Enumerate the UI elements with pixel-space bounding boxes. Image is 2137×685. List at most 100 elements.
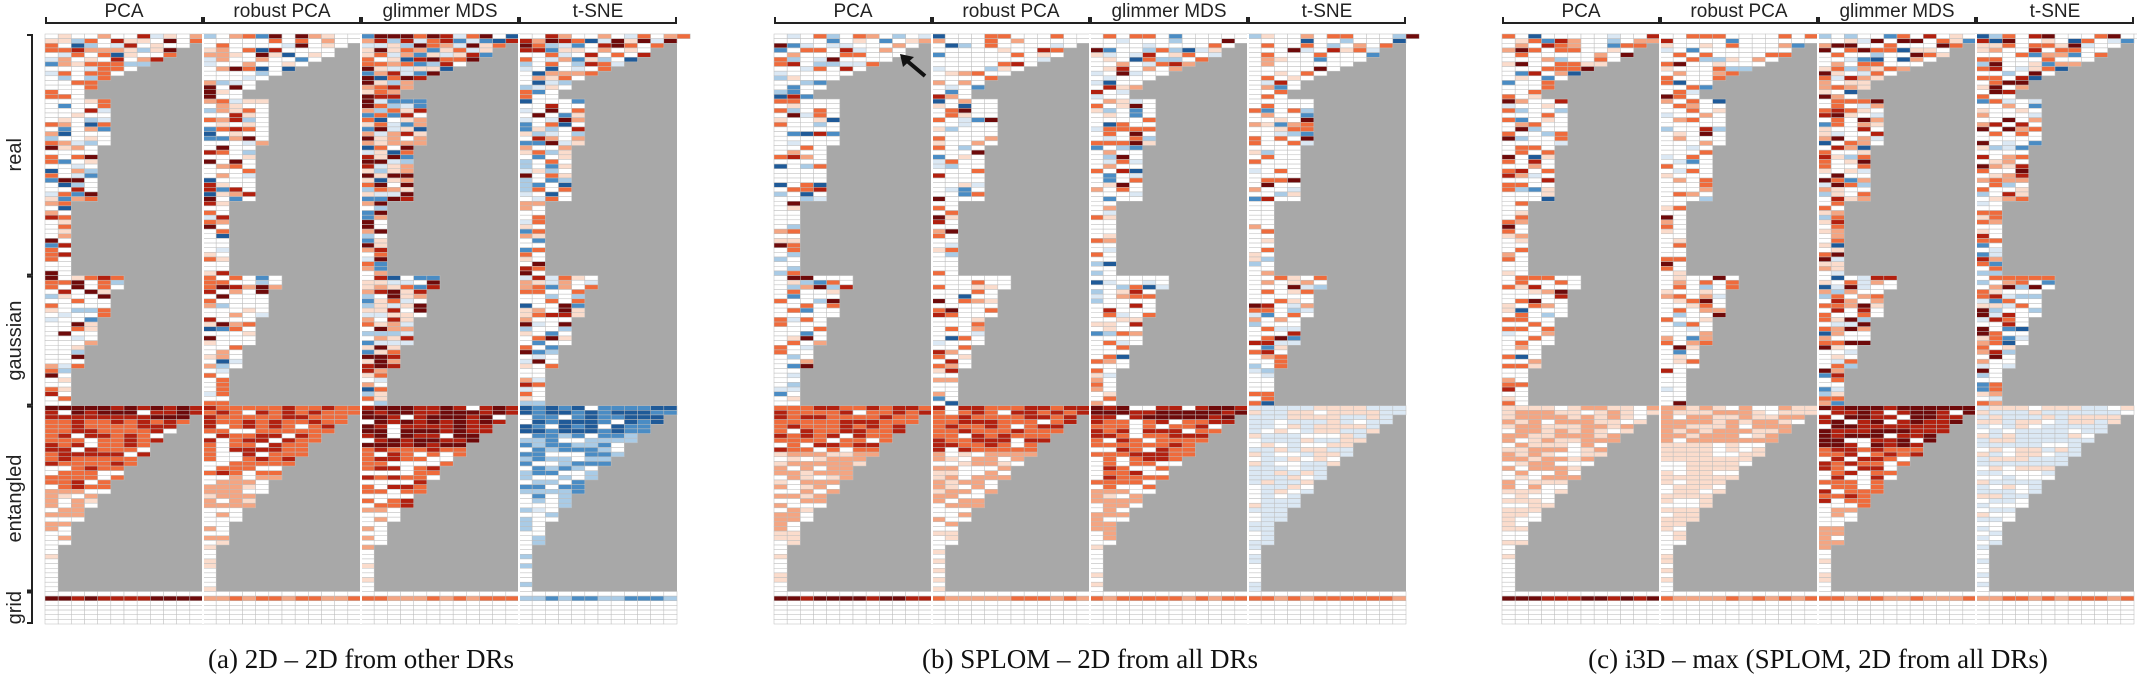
heatmap-cell: [360, 275, 375, 281]
heatmap-cell: [1116, 94, 1130, 100]
heatmap-cell: [773, 228, 788, 235]
heatmap-cell: [1274, 484, 1288, 490]
heatmap-cell: [531, 56, 546, 63]
heatmap-cell: [1274, 126, 1288, 132]
heatmap-cell: [413, 52, 428, 58]
heatmap-cell: [1102, 479, 1117, 485]
heatmap-cell: [1366, 423, 1380, 430]
heatmap-cell: [1089, 619, 1104, 625]
heatmap-cell: [958, 516, 972, 523]
heatmap-cell: [558, 284, 572, 290]
heatmap-cell: [773, 149, 788, 156]
heatmap-cell: [773, 317, 788, 323]
heatmap-cell: [202, 75, 217, 81]
heatmap-cell: [1287, 103, 1301, 109]
heatmap-cell: [931, 38, 946, 44]
heatmap-cell: [57, 303, 72, 309]
heatmap-cell: [839, 461, 854, 467]
heatmap-cell: [202, 447, 217, 453]
heatmap-cell: [531, 595, 546, 602]
heatmap-cell: [387, 38, 401, 44]
heatmap-cell: [360, 563, 375, 569]
heatmap-cell: [1353, 419, 1367, 425]
heatmap-cell: [786, 43, 801, 49]
heatmap-cell: [1300, 423, 1315, 430]
heatmap-cell: [518, 303, 533, 309]
heatmap-cell: [1155, 43, 1170, 49]
heatmap-cell: [1089, 154, 1104, 160]
heatmap-cell: [1116, 493, 1130, 499]
heatmap-cell: [518, 163, 533, 169]
heatmap-cell: [865, 437, 880, 444]
heatmap-cell: [57, 433, 72, 439]
heatmap-cell: [110, 279, 125, 286]
heatmap-cell: [44, 461, 59, 467]
heatmap-cell: [931, 293, 946, 300]
heatmap-cell: [1010, 423, 1025, 430]
heatmap-cell: [360, 396, 375, 402]
heatmap-cell: [163, 595, 177, 602]
heatmap-cell: [944, 502, 959, 509]
heatmap-cell: [1260, 447, 1275, 453]
heatmap-cell: [518, 326, 533, 332]
heatmap-cell: [373, 289, 388, 295]
heatmap-cell: [308, 405, 322, 411]
heatmap-cell: [1313, 419, 1328, 425]
heatmap-cell: [1142, 70, 1157, 77]
heatmap-cell: [268, 423, 283, 430]
heatmap-cell: [773, 549, 788, 555]
heatmap-cell: [518, 605, 533, 611]
heatmap-cell: [773, 479, 788, 485]
heatmap-cell: [944, 168, 959, 174]
heatmap-cell: [879, 609, 893, 615]
heatmap-cell: [1326, 419, 1341, 425]
heatmap-cell: [202, 526, 217, 532]
heatmap-cell: [1326, 437, 1341, 444]
heatmap-cell: [637, 414, 651, 420]
heatmap-cell: [1102, 177, 1117, 183]
heatmap-cell: [373, 154, 388, 160]
heatmap-cell: [637, 605, 651, 611]
heatmap-cell: [1010, 52, 1025, 58]
heatmap-cell: [1023, 605, 1038, 611]
heatmap-cell: [202, 122, 217, 128]
heatmap-cell: [215, 461, 230, 467]
heatmap-cell: [971, 609, 985, 615]
heatmap-cell: [202, 293, 217, 300]
heatmap-cell: [97, 475, 112, 481]
heatmap-cell: [944, 173, 959, 179]
heatmap-cell: [944, 214, 959, 221]
heatmap-cell: [84, 66, 98, 72]
heatmap-cell: [971, 182, 985, 188]
heatmap-cell: [1300, 451, 1315, 458]
heatmap-cell: [1326, 447, 1341, 453]
heatmap-cell: [786, 410, 801, 416]
heatmap-cell: [242, 149, 256, 156]
heatmap-cell: [176, 595, 191, 602]
heatmap-cell: [400, 84, 414, 90]
heatmap-cell: [1287, 191, 1301, 197]
heatmap-cell: [958, 614, 972, 620]
heatmap-cell: [1142, 289, 1157, 295]
heatmap-cell: [518, 516, 533, 523]
heatmap-cell: [773, 442, 788, 448]
heatmap-cell: [492, 410, 507, 416]
heatmap-cell: [413, 303, 428, 309]
heatmap-cell: [1274, 173, 1288, 179]
heatmap-cell: [1037, 614, 1051, 620]
heatmap-cell: [1247, 600, 1262, 606]
heatmap-cell: [786, 609, 801, 615]
heatmap-cell: [518, 126, 533, 132]
heatmap-cell: [1313, 461, 1328, 467]
heatmap-cell: [57, 456, 72, 462]
heatmap-cell: [202, 544, 217, 550]
heatmap-cell: [360, 595, 375, 602]
heatmap-cell: [839, 414, 854, 420]
heatmap-cell: [229, 605, 243, 611]
heatmap-cell: [1129, 196, 1143, 202]
heatmap-cell: [944, 233, 959, 239]
heatmap-cell: [1300, 135, 1315, 142]
heatmap-cell: [1326, 61, 1341, 67]
heatmap-cell: [531, 372, 546, 379]
heatmap-cell: [308, 423, 322, 430]
